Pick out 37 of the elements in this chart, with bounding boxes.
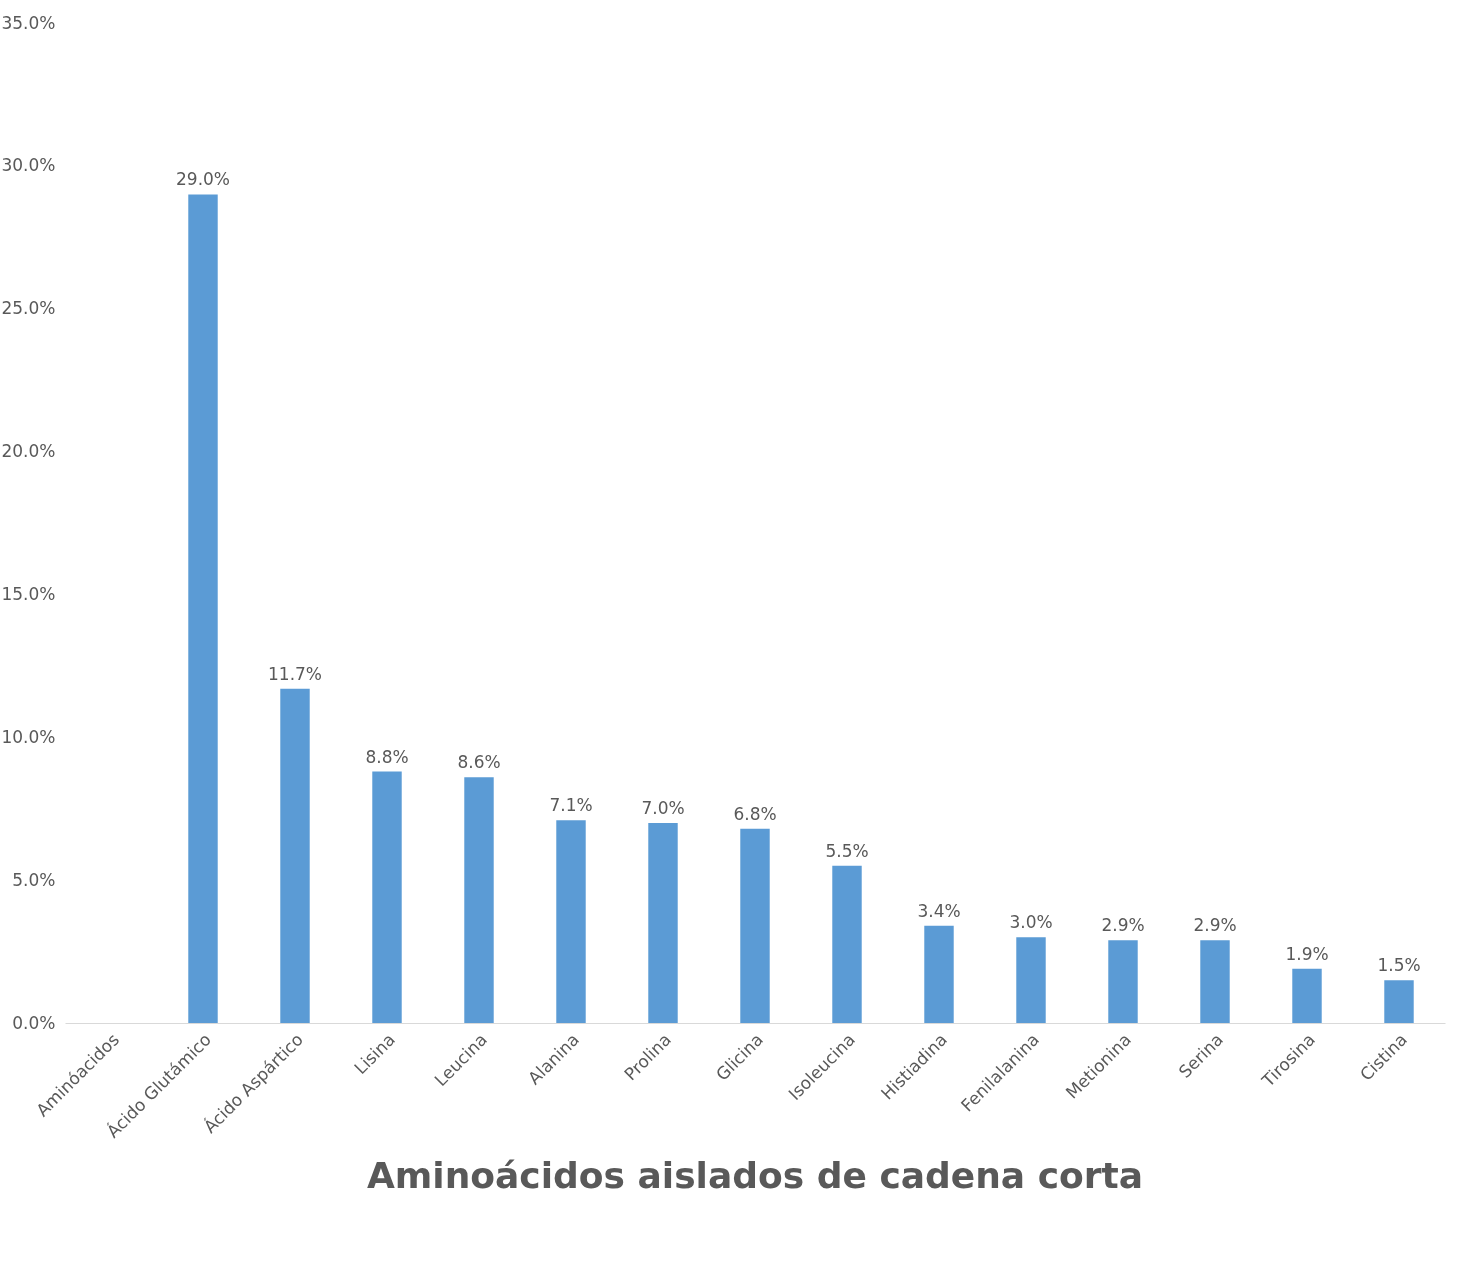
data-label: 3.4% — [917, 900, 961, 921]
data-label: 7.1% — [549, 795, 593, 816]
bar — [556, 820, 586, 1023]
bar — [188, 194, 218, 1023]
y-tick-label: 20.0% — [1, 441, 56, 462]
bar — [1016, 937, 1046, 1023]
text: Aminoácidos aislados de cadena corta — [367, 1155, 1143, 1197]
bar — [924, 925, 954, 1023]
data-label: 6.8% — [733, 803, 777, 824]
y-tick-label: 5.0% — [12, 869, 56, 890]
data-label: 8.8% — [365, 746, 409, 767]
bar — [1292, 968, 1322, 1023]
data-label: 5.5% — [825, 840, 869, 861]
y-tick-label: 10.0% — [1, 726, 56, 747]
bar — [1108, 940, 1138, 1023]
data-label: 3.0% — [1009, 912, 1053, 933]
y-tick-label: 30.0% — [1, 155, 56, 176]
data-label: 7.0% — [641, 798, 685, 818]
y-tick-label: 35.0% — [1, 12, 56, 33]
data-label: 8.6% — [457, 752, 501, 773]
y-tick-label: 0.0% — [12, 1012, 56, 1033]
bar — [1200, 940, 1230, 1023]
y-tick-label: 15.0% — [1, 583, 56, 604]
data-label: 29.0% — [175, 169, 231, 190]
bar — [740, 828, 770, 1023]
data-label: 2.9% — [1193, 915, 1237, 936]
data-label: 2.9% — [1101, 915, 1145, 936]
bar — [832, 865, 862, 1023]
y-tick-label: 25.0% — [1, 298, 56, 319]
bar — [648, 823, 678, 1023]
bar — [464, 777, 494, 1023]
bar — [280, 688, 310, 1023]
data-label: 11.7% — [267, 663, 323, 684]
bar — [1384, 980, 1414, 1023]
data-label: 1.5% — [1377, 955, 1421, 976]
bar — [372, 771, 402, 1023]
data-label: 1.9% — [1285, 943, 1329, 964]
